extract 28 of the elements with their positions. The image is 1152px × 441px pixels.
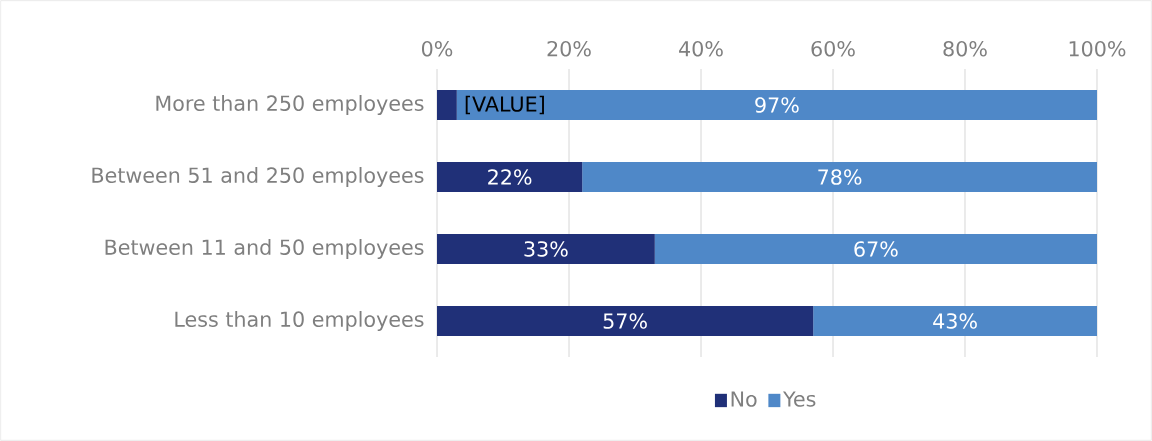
data-label: 67% [854,241,898,257]
data-label: 22% [488,169,532,185]
y-tick-label: Between 11 and 50 employees [105,238,424,259]
bar [437,305,814,336]
data-label: 57% [603,313,647,329]
data-label: 78% [818,169,862,185]
bar [437,90,457,120]
y-tick-label: Less than 10 employees [175,310,424,331]
x-tick-label: 20% [547,40,591,57]
x-tick-label: 60% [811,40,855,57]
bar [813,305,1097,336]
legend-label: Yes [783,391,816,407]
bar [456,90,1097,120]
data-label: [VALUE] [465,95,544,115]
bar [437,161,583,192]
bar [582,161,1097,192]
data-label: 33% [524,241,568,257]
x-tick-label: 0% [421,40,453,57]
x-tick-label: 40% [679,40,723,57]
x-tick-label: 100% [1069,40,1126,57]
data-label: 43% [933,313,977,329]
x-tick-label: 80% [943,40,987,57]
data-label: 97% [755,97,799,113]
legend-label: No [731,391,757,407]
bar [437,233,655,264]
y-tick-label: More than 250 employees [156,94,424,115]
bar [654,233,1097,264]
y-tick-label: Between 51 and 250 employees [92,166,424,187]
